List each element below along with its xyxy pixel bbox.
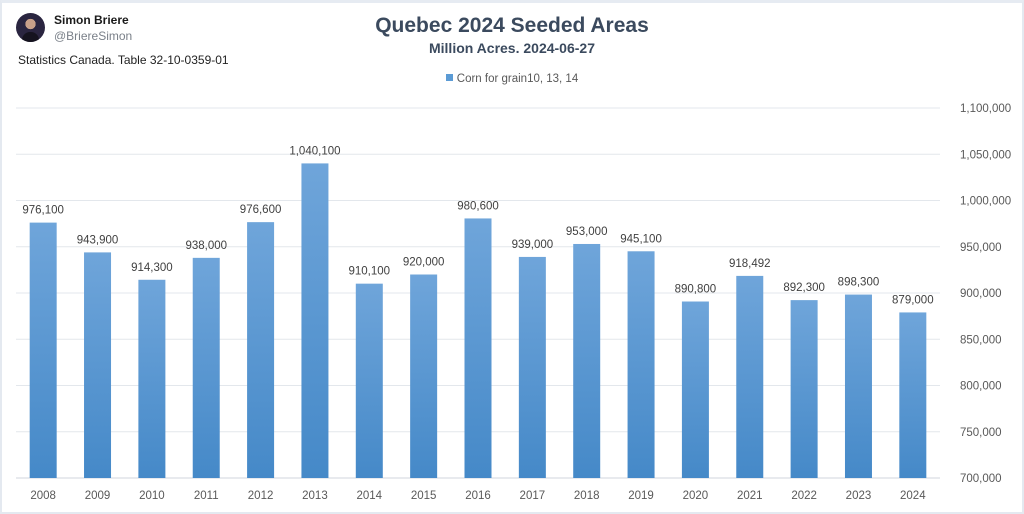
- chart-title: Quebec 2024 Seeded Areas: [375, 14, 649, 37]
- legend-swatch: [445, 74, 453, 82]
- x-tick-label: 2013: [302, 490, 328, 502]
- x-tick-label: 2018: [574, 490, 600, 502]
- data-label: 914,300: [131, 262, 173, 274]
- data-label: 892,300: [783, 282, 825, 294]
- bar: [790, 300, 818, 478]
- data-label: 1,040,100: [289, 145, 340, 157]
- data-label: 939,000: [512, 239, 554, 251]
- bar: [573, 243, 601, 478]
- y-tick-label: 700,000: [960, 473, 1002, 485]
- y-tick-label: 900,000: [960, 288, 1002, 300]
- x-tick-label: 2020: [683, 490, 709, 502]
- legend: Corn for grain10, 13, 14: [0, 73, 1024, 85]
- x-tick-label: 2019: [628, 490, 654, 502]
- author-handle: @BriereSimon: [54, 29, 133, 43]
- data-label: 980,600: [457, 200, 499, 212]
- bar: [899, 312, 927, 478]
- y-tick-label: 950,000: [960, 242, 1002, 254]
- x-tick-label: 2012: [248, 490, 274, 502]
- data-label: 976,600: [240, 204, 282, 216]
- bar: [410, 274, 438, 478]
- bar: [247, 222, 275, 478]
- bar: [736, 275, 764, 478]
- y-tick-label: 1,050,000: [960, 149, 1011, 161]
- x-tick-label: 2016: [465, 490, 491, 502]
- bar: [464, 218, 492, 478]
- y-tick-label: 850,000: [960, 334, 1002, 346]
- data-label: 898,300: [838, 277, 880, 289]
- data-label: 890,800: [675, 284, 717, 296]
- data-label: 910,100: [349, 266, 391, 278]
- bar: [681, 301, 709, 478]
- x-tick-label: 2009: [85, 490, 111, 502]
- data-label: 945,100: [620, 233, 662, 245]
- data-source: Statistics Canada. Table 32-10-0359-01: [18, 53, 229, 67]
- y-tick-label: 750,000: [960, 427, 1002, 439]
- data-label: 938,000: [185, 240, 227, 252]
- data-label: 976,100: [22, 205, 64, 217]
- bar: [301, 163, 329, 478]
- x-tick-label: 2010: [139, 490, 165, 502]
- bar: [29, 222, 57, 478]
- data-label: 953,000: [566, 226, 608, 238]
- y-tick-label: 1,100,000: [960, 103, 1011, 115]
- bar: [84, 252, 112, 478]
- data-label: 879,000: [892, 294, 934, 306]
- author-avatar: [16, 13, 45, 42]
- bar: [138, 279, 166, 478]
- author-name: Simon Briere: [54, 13, 129, 27]
- y-tick-label: 800,000: [960, 381, 1002, 393]
- chart-subtitle: Million Acres. 2024-06-27: [428, 40, 595, 56]
- bar: [844, 294, 872, 478]
- bar: [192, 257, 220, 478]
- x-tick-label: 2015: [411, 490, 437, 502]
- y-tick-label: 1,000,000: [960, 196, 1011, 208]
- bar: [627, 251, 655, 478]
- x-tick-label: 2021: [737, 490, 763, 502]
- x-tick-label: 2017: [520, 490, 546, 502]
- data-label: 943,900: [77, 234, 119, 246]
- bar: [355, 283, 383, 478]
- data-label: 920,000: [403, 257, 445, 269]
- x-tick-label: 2011: [194, 490, 219, 502]
- x-tick-label: 2008: [30, 490, 56, 502]
- x-tick-label: 2023: [846, 490, 872, 502]
- legend-label: Corn for grain10, 13, 14: [456, 73, 579, 85]
- bar: [518, 256, 546, 478]
- x-tick-label: 2014: [356, 490, 382, 502]
- data-label: 918,492: [729, 258, 771, 270]
- x-tick-label: 2024: [900, 490, 926, 502]
- x-tick-label: 2022: [791, 490, 817, 502]
